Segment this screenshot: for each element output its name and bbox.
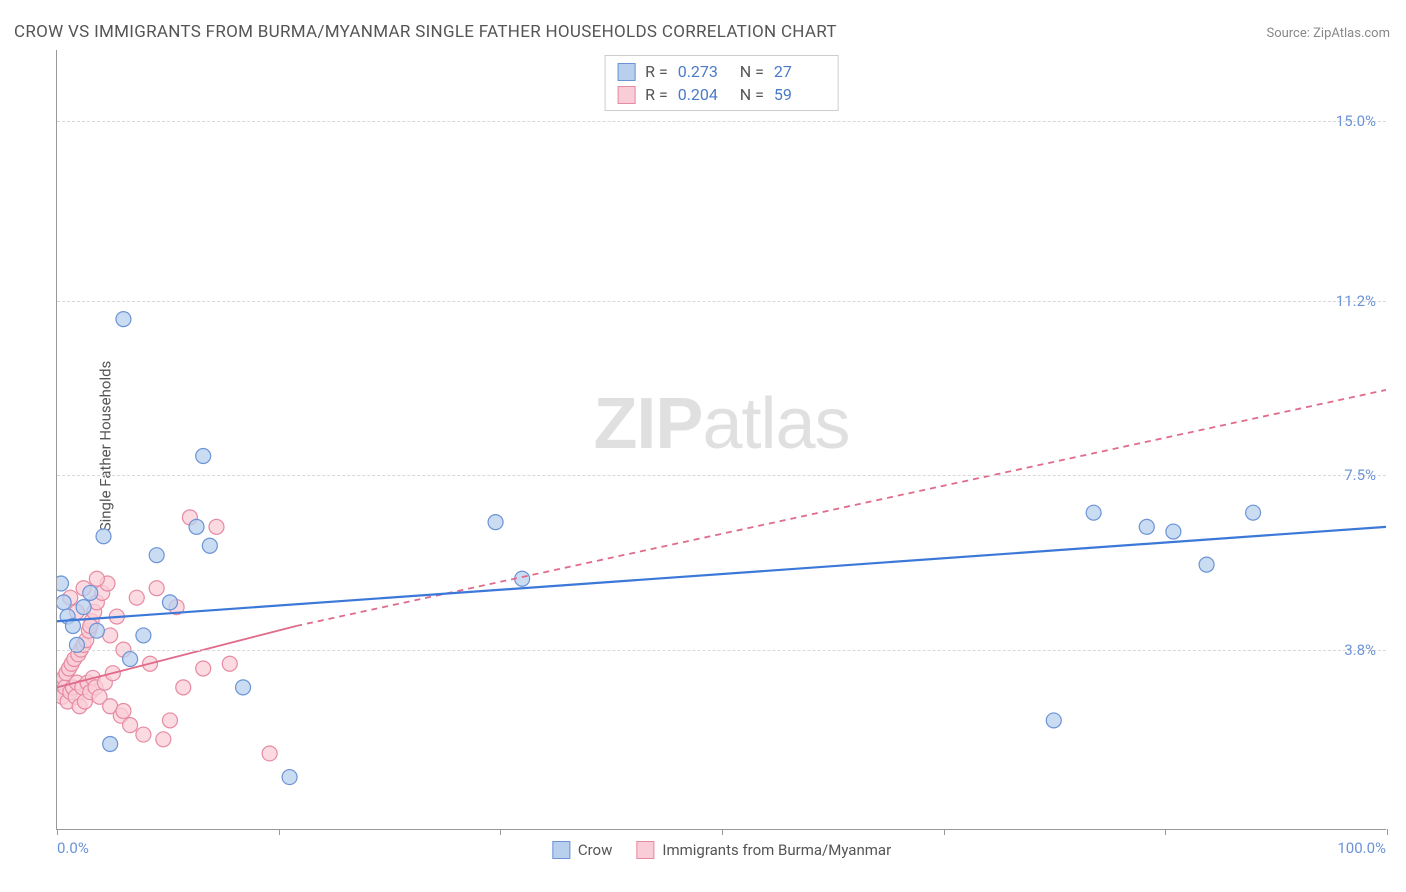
source-attribution: Source: ZipAtlas.com [1266,26,1390,41]
y-tick-label: 7.5% [1344,466,1376,484]
r-value-series2: 0.204 [678,85,730,104]
gridline [57,121,1386,122]
gridline [57,301,1386,302]
y-tick-label: 15.0% [1336,112,1376,130]
y-tick-label: 11.2% [1336,292,1376,310]
swatch-series1-icon [552,841,570,859]
x-tick [1387,829,1388,835]
n-label: N = [740,62,764,81]
x-tick [57,829,58,835]
stats-row-series1: R = 0.273 N = 27 [617,60,826,83]
chart-container: CROW VS IMMIGRANTS FROM BURMA/MYANMAR SI… [0,0,1406,892]
x-axis-min-label: 0.0% [57,839,89,857]
legend-item-series2: Immigrants from Burma/Myanmar [636,841,891,859]
swatch-series1 [617,63,635,81]
x-tick [944,829,945,835]
swatch-series2 [617,86,635,104]
x-tick [722,829,723,835]
r-label: R = [645,62,668,81]
n-value-series1: 27 [774,62,826,81]
stats-row-series2: R = 0.204 N = 59 [617,83,826,106]
x-tick [279,829,280,835]
y-tick-label: 3.8% [1344,641,1376,659]
x-tick [1165,829,1166,835]
swatch-series2-icon [636,841,654,859]
r-value-series1: 0.273 [678,62,730,81]
gridline [57,650,1386,651]
gridline [57,475,1386,476]
r-label: R = [645,85,668,104]
scatter-plot-svg [57,50,1386,829]
n-value-series2: 59 [774,85,826,104]
legend-label-series1: Crow [578,841,613,859]
n-label: N = [740,85,764,104]
legend-label-series2: Immigrants from Burma/Myanmar [662,841,891,859]
correlation-stats-box: R = 0.273 N = 27 R = 0.204 N = 59 [604,55,839,111]
legend-item-series1: Crow [552,841,613,859]
plot-area: ZIPatlas R = 0.273 N = 27 R = 0.204 N = … [56,50,1386,830]
bottom-legend: Crow Immigrants from Burma/Myanmar [552,841,891,859]
x-tick [500,829,501,835]
x-axis-max-label: 100.0% [1337,839,1386,857]
chart-title: CROW VS IMMIGRANTS FROM BURMA/MYANMAR SI… [14,22,837,42]
